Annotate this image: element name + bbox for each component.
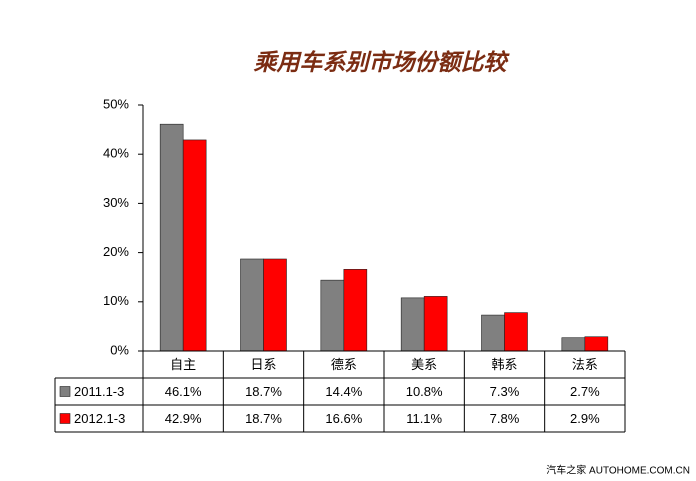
bar [240,258,264,352]
y-tick-label: 10% [103,293,129,308]
table-value: 18.7% [245,411,282,426]
watermark: 汽车之家 AUTOHOME.COM.CN [546,464,690,477]
legend-swatch [59,386,71,397]
table-value: 7.3% [490,384,520,399]
table-value: 16.6% [325,411,362,426]
table-value: 10.8% [406,384,443,399]
bar [504,312,528,352]
table-value: 2.9% [570,411,600,426]
x-tick-label: 韩系 [491,357,517,372]
table-value: 7.8% [490,411,520,426]
x-tick-label: 美系 [411,357,437,372]
legend-label: 2012.1-3 [74,411,125,426]
bar [400,297,425,352]
bar [561,337,586,352]
bar [159,123,184,352]
bar [423,296,448,352]
table-value: 42.9% [165,411,202,426]
bar [343,269,368,352]
y-tick-label: 30% [103,195,129,210]
table-value: 14.4% [325,384,362,399]
bar [481,314,505,352]
table-value: 11.1% [406,411,442,426]
y-tick-label: 20% [103,244,129,259]
x-tick-label: 德系 [331,357,357,372]
table-value: 2.7% [570,384,600,399]
chart-title: 乘用车系别市场份额比较 [254,49,511,75]
y-tick-label: 0% [110,342,129,357]
x-tick-label: 日系 [250,357,276,372]
x-tick-label: 法系 [572,357,598,372]
y-tick-label: 50% [103,96,129,111]
bar [182,139,207,352]
bar [263,258,287,352]
table-value: 46.1% [165,384,202,399]
bar [320,279,345,352]
legend-swatch [59,413,71,424]
x-tick-label: 自主 [170,357,196,372]
bar [584,336,609,352]
legend-label: 2011.1-3 [74,384,124,399]
y-tick-label: 40% [103,146,129,161]
table-value: 18.7% [245,384,282,399]
